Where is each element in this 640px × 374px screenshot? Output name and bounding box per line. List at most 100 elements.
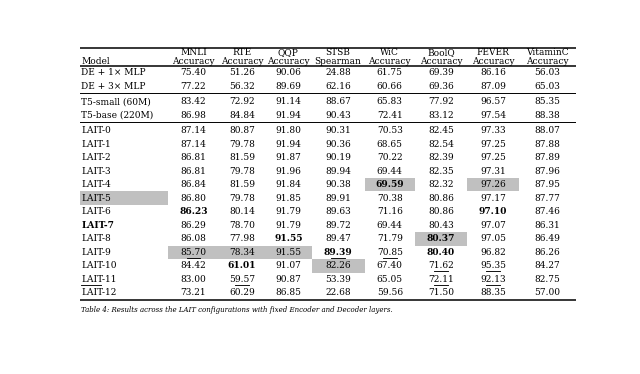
Text: 60.29: 60.29 [229,288,255,297]
Text: 69.39: 69.39 [428,68,454,77]
Text: 89.72: 89.72 [325,221,351,230]
Text: 80.86: 80.86 [428,194,454,203]
Text: 91.14: 91.14 [275,97,301,106]
Text: 79.78: 79.78 [229,167,255,176]
Text: 97.10: 97.10 [479,207,507,216]
Text: 86.23: 86.23 [179,207,208,216]
Text: 90.38: 90.38 [325,180,351,189]
Text: 77.98: 77.98 [229,234,255,243]
Text: 53.39: 53.39 [325,275,351,284]
Text: DE + 3× MLP: DE + 3× MLP [81,82,146,91]
Text: 80.87: 80.87 [229,126,255,135]
Text: 80.37: 80.37 [427,234,455,243]
Text: 60.66: 60.66 [377,82,403,91]
Text: Accuracy: Accuracy [172,57,215,66]
Text: 61.75: 61.75 [377,68,403,77]
Text: 87.46: 87.46 [534,207,561,216]
Text: 89.94: 89.94 [325,167,351,176]
Text: 90.43: 90.43 [325,111,351,120]
Text: 62.16: 62.16 [325,82,351,91]
Text: 87.89: 87.89 [534,153,561,162]
Text: VitaminC: VitaminC [526,48,569,57]
Text: 59.57: 59.57 [229,275,255,284]
Text: 78.70: 78.70 [229,221,255,230]
Text: 84.27: 84.27 [534,261,561,270]
Text: 91.80: 91.80 [275,126,301,135]
Text: 82.39: 82.39 [428,153,454,162]
Text: LAIT-10: LAIT-10 [81,261,117,270]
Text: 80.40: 80.40 [427,248,455,257]
Text: 87.09: 87.09 [480,82,506,91]
Text: LAIT-3: LAIT-3 [81,167,111,176]
Text: 88.07: 88.07 [534,126,561,135]
Text: 91.87: 91.87 [275,153,301,162]
Text: 77.22: 77.22 [180,82,206,91]
Text: 92.13: 92.13 [480,275,506,284]
Bar [168,246,219,259]
Text: 72.92: 72.92 [229,97,255,106]
Text: 89.91: 89.91 [325,194,351,203]
Text: 97.25: 97.25 [480,140,506,148]
Text: LAIT-12: LAIT-12 [81,288,117,297]
Text: 91.94: 91.94 [275,111,301,120]
Text: LAIT-11: LAIT-11 [81,275,117,284]
Text: 73.21: 73.21 [180,288,206,297]
Text: Accuracy: Accuracy [369,57,411,66]
Text: 65.05: 65.05 [377,275,403,284]
Text: 72.11: 72.11 [428,275,454,284]
Text: 90.06: 90.06 [275,68,301,77]
Text: 89.63: 89.63 [325,207,351,216]
Text: 86.08: 86.08 [180,234,207,243]
Text: LAIT-8: LAIT-8 [81,234,111,243]
Text: 91.07: 91.07 [275,261,301,270]
Text: 86.26: 86.26 [534,248,561,257]
Text: 71.16: 71.16 [377,207,403,216]
Text: 87.14: 87.14 [180,140,207,148]
Text: 84.84: 84.84 [229,111,255,120]
Text: 91.55: 91.55 [275,248,301,257]
Text: BoolQ: BoolQ [427,48,455,57]
Text: 97.25: 97.25 [480,153,506,162]
Text: Accuracy: Accuracy [221,57,263,66]
Text: 86.81: 86.81 [180,167,207,176]
Text: 71.79: 71.79 [377,234,403,243]
Text: 96.82: 96.82 [480,248,506,257]
Text: Accuracy: Accuracy [472,57,515,66]
Text: Accuracy: Accuracy [526,57,569,66]
Text: LAIT-9: LAIT-9 [81,248,111,257]
Text: 51.26: 51.26 [229,68,255,77]
Text: Accuracy: Accuracy [267,57,310,66]
Text: 69.44: 69.44 [377,167,403,176]
Text: 91.85: 91.85 [275,194,301,203]
Text: LAIT-0: LAIT-0 [81,126,111,135]
Text: LAIT-6: LAIT-6 [81,207,111,216]
Text: 83.12: 83.12 [428,111,454,120]
Text: 86.31: 86.31 [534,221,561,230]
Text: 97.31: 97.31 [480,167,506,176]
Text: 65.03: 65.03 [534,82,561,91]
Text: 81.59: 81.59 [229,180,255,189]
Text: 68.65: 68.65 [377,140,403,148]
Text: 91.79: 91.79 [275,221,301,230]
Text: 86.81: 86.81 [180,153,207,162]
Text: 82.54: 82.54 [428,140,454,148]
Text: T5-base (220M): T5-base (220M) [81,111,154,120]
Text: 70.22: 70.22 [377,153,403,162]
Text: Accuracy: Accuracy [420,57,462,66]
Text: 78.34: 78.34 [229,248,255,257]
Text: Model: Model [81,57,110,66]
Text: 86.98: 86.98 [180,111,207,120]
Text: 96.57: 96.57 [480,97,506,106]
Bar [80,191,168,205]
Text: MNLI: MNLI [180,48,207,57]
Text: 24.88: 24.88 [325,68,351,77]
Text: 80.43: 80.43 [428,221,454,230]
Text: 67.40: 67.40 [377,261,403,270]
Text: 82.75: 82.75 [534,275,561,284]
Text: 79.78: 79.78 [229,140,255,148]
Text: 80.14: 80.14 [229,207,255,216]
Text: 89.47: 89.47 [325,234,351,243]
Text: 90.31: 90.31 [325,126,351,135]
Bar [467,178,519,191]
Text: 69.59: 69.59 [376,180,404,189]
